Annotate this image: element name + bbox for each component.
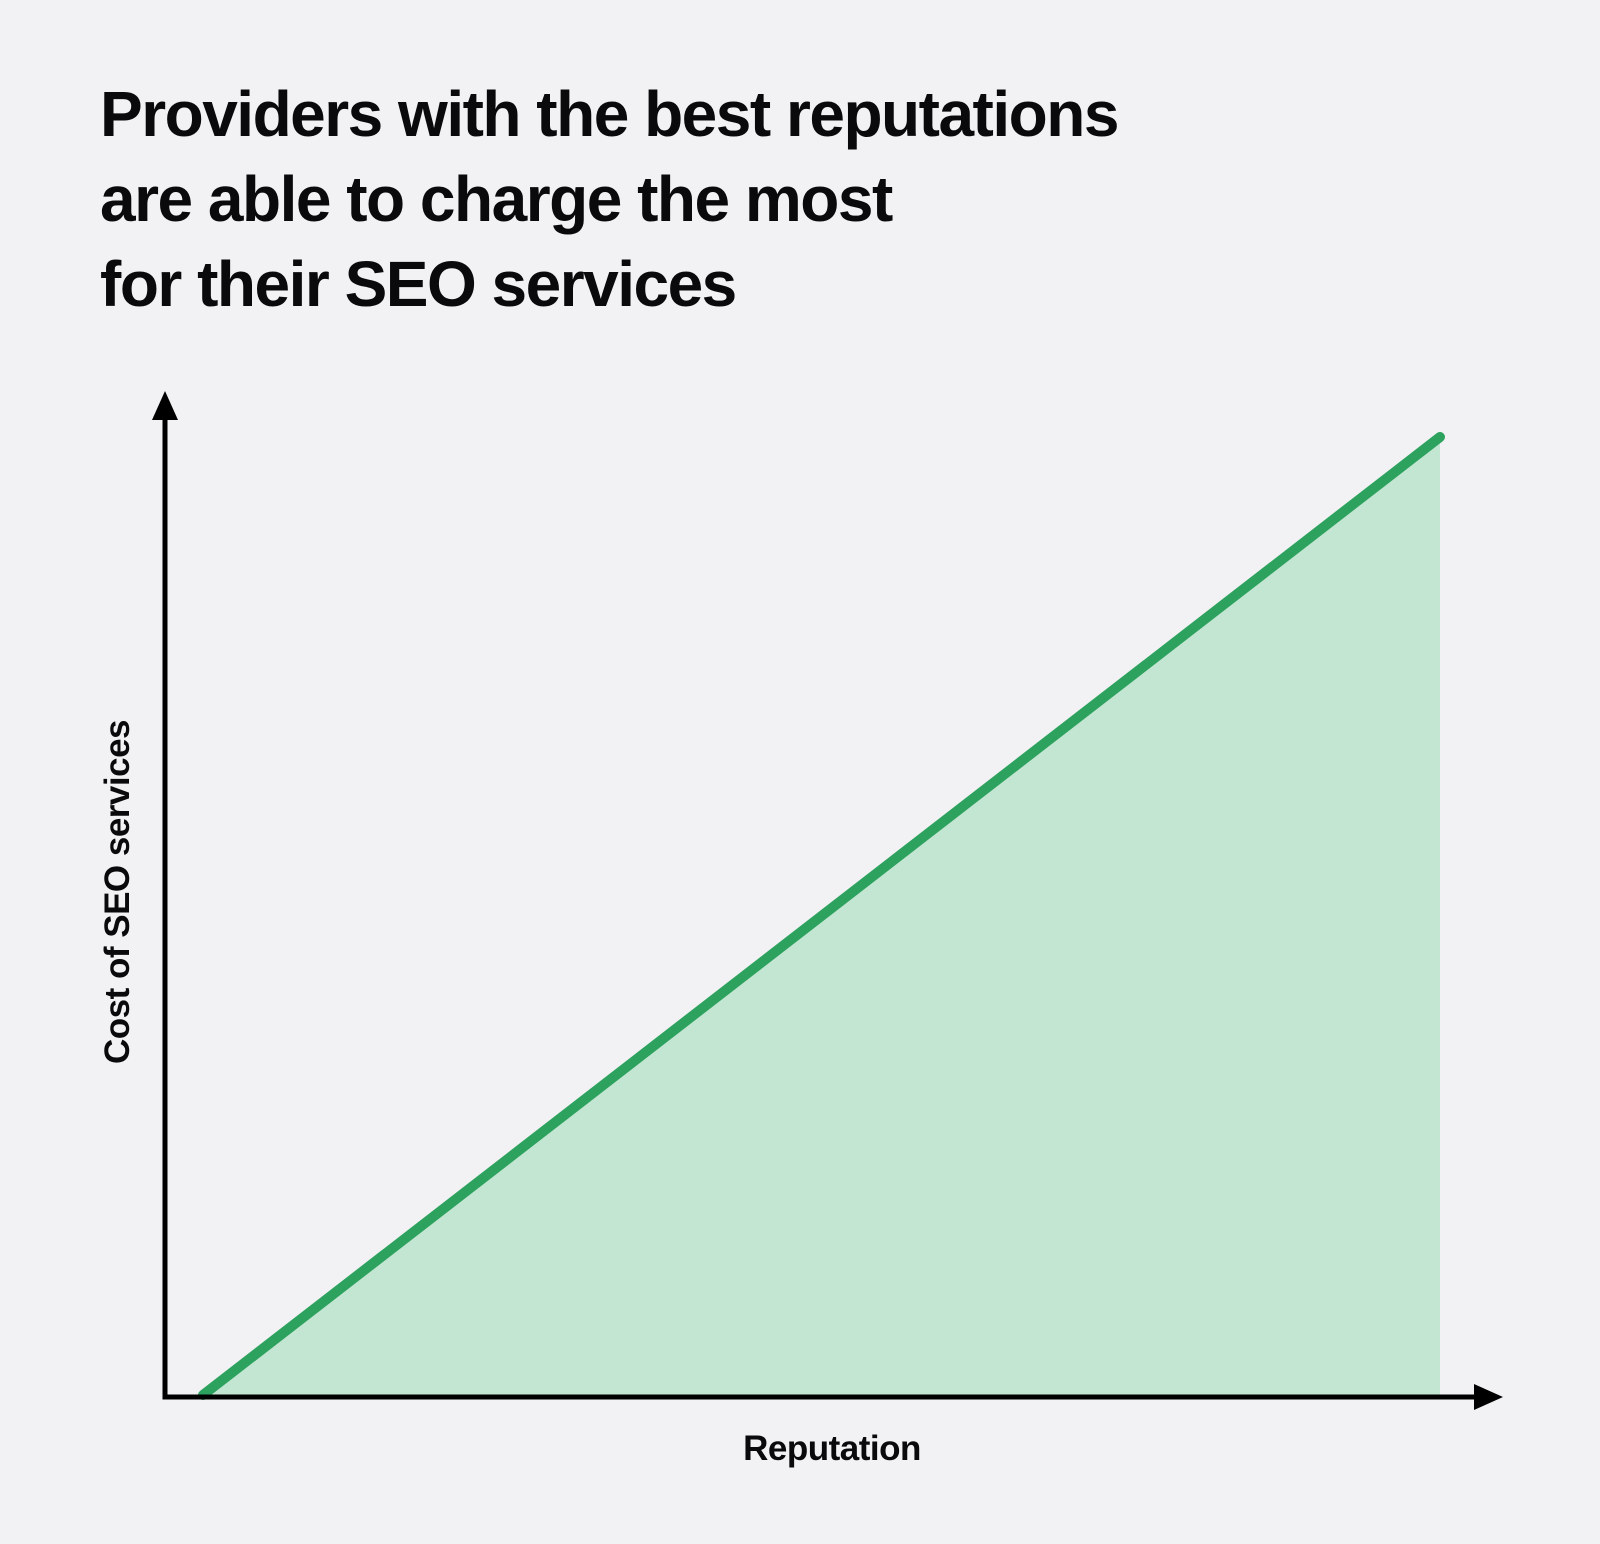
chart-title-line-3: for their SEO services (100, 248, 737, 320)
trend-line (198, 432, 1445, 1400)
chart-title-line-2: are able to charge the most (100, 163, 893, 235)
x-axis-label: Reputation (743, 1429, 921, 1468)
y-axis-label: Cost of SEO services (98, 719, 137, 1065)
chart-title: Providers with the best reputations are … (100, 72, 1119, 327)
x-axis-arrow-icon (1474, 1384, 1503, 1410)
chart-title-line-1: Providers with the best reputations (100, 78, 1119, 150)
y-axis-arrow-icon (152, 391, 178, 420)
